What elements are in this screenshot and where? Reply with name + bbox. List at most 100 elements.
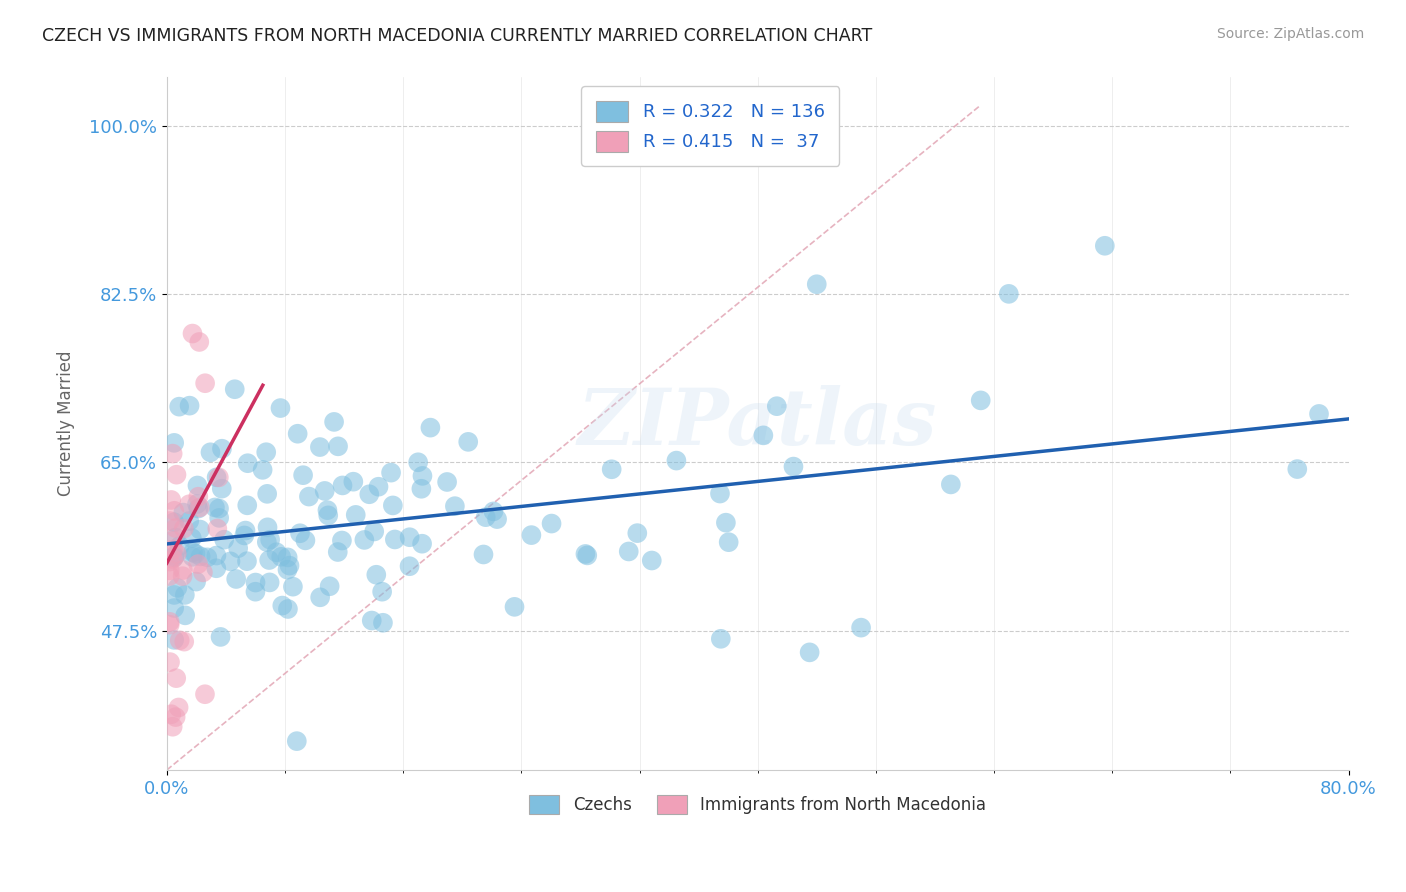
Point [212,533,235,547]
Point [236,554,259,568]
Point [191,566,214,580]
Point [204,500,226,515]
Point [169,633,191,648]
Point [173,521,195,535]
Point [163,515,186,529]
Point [225,572,247,586]
Point [998,286,1021,301]
Point [411,482,433,496]
Point [211,442,233,456]
Point [256,520,278,534]
Point [180,531,202,545]
Point [224,382,246,396]
Point [316,508,339,523]
Text: Source: ZipAtlas.com: Source: ZipAtlas.com [1216,27,1364,41]
Point [162,533,184,548]
Point [371,615,394,630]
Point [457,434,479,449]
Point [159,617,181,632]
Point [436,475,458,489]
Point [363,524,385,539]
Point [187,557,209,571]
Point [159,615,181,629]
Point [159,514,181,528]
Point [160,707,183,722]
Point [188,334,211,349]
Point [194,687,217,701]
Point [162,447,184,461]
Point [259,533,281,547]
Point [342,475,364,489]
Point [360,614,382,628]
Point [287,426,309,441]
Point [292,468,315,483]
Point [717,535,740,549]
Point [849,621,872,635]
Point [205,549,228,563]
Point [309,591,332,605]
Point [172,563,194,577]
Point [181,549,204,564]
Point [209,630,232,644]
Point [298,490,321,504]
Point [381,499,404,513]
Point [159,655,181,669]
Point [714,516,737,530]
Point [277,550,299,565]
Point [169,539,191,553]
Point [474,510,496,524]
Point [159,569,181,583]
Point [207,521,229,535]
Point [233,528,256,542]
Point [179,497,201,511]
Point [181,326,204,341]
Point [520,528,543,542]
Point [159,563,181,577]
Point [195,550,218,565]
Point [211,482,233,496]
Point [219,554,242,568]
Point [269,401,291,415]
Point [179,514,201,528]
Point [419,420,441,434]
Point [278,558,301,573]
Point [326,439,349,453]
Point [162,552,184,566]
Point [165,710,187,724]
Point [411,469,433,483]
Point [285,734,308,748]
Point [174,608,197,623]
Point [254,445,277,459]
Point [540,516,562,531]
Point [188,523,211,537]
Legend: Czechs, Immigrants from North Macedonia: Czechs, Immigrants from North Macedonia [519,785,995,824]
Point [167,400,190,414]
Point [371,584,394,599]
Point [257,553,280,567]
Point [181,545,204,559]
Point [330,533,353,548]
Point [205,561,228,575]
Point [326,545,349,559]
Point [366,567,388,582]
Point [173,634,195,648]
Point [353,533,375,547]
Point [1094,239,1116,253]
Point [626,526,648,541]
Point [288,526,311,541]
Point [314,483,336,498]
Point [380,466,402,480]
Point [259,575,281,590]
Point [256,535,278,549]
Point [503,599,526,614]
Point [970,393,993,408]
Point [162,542,184,557]
Point [179,399,201,413]
Point [939,477,962,491]
Point [281,580,304,594]
Point [344,508,367,522]
Text: CZECH VS IMMIGRANTS FROM NORTH MACEDONIA CURRENTLY MARRIED CORRELATION CHART: CZECH VS IMMIGRANTS FROM NORTH MACEDONIA… [42,27,873,45]
Point [166,467,188,482]
Point [309,440,332,454]
Point [162,720,184,734]
